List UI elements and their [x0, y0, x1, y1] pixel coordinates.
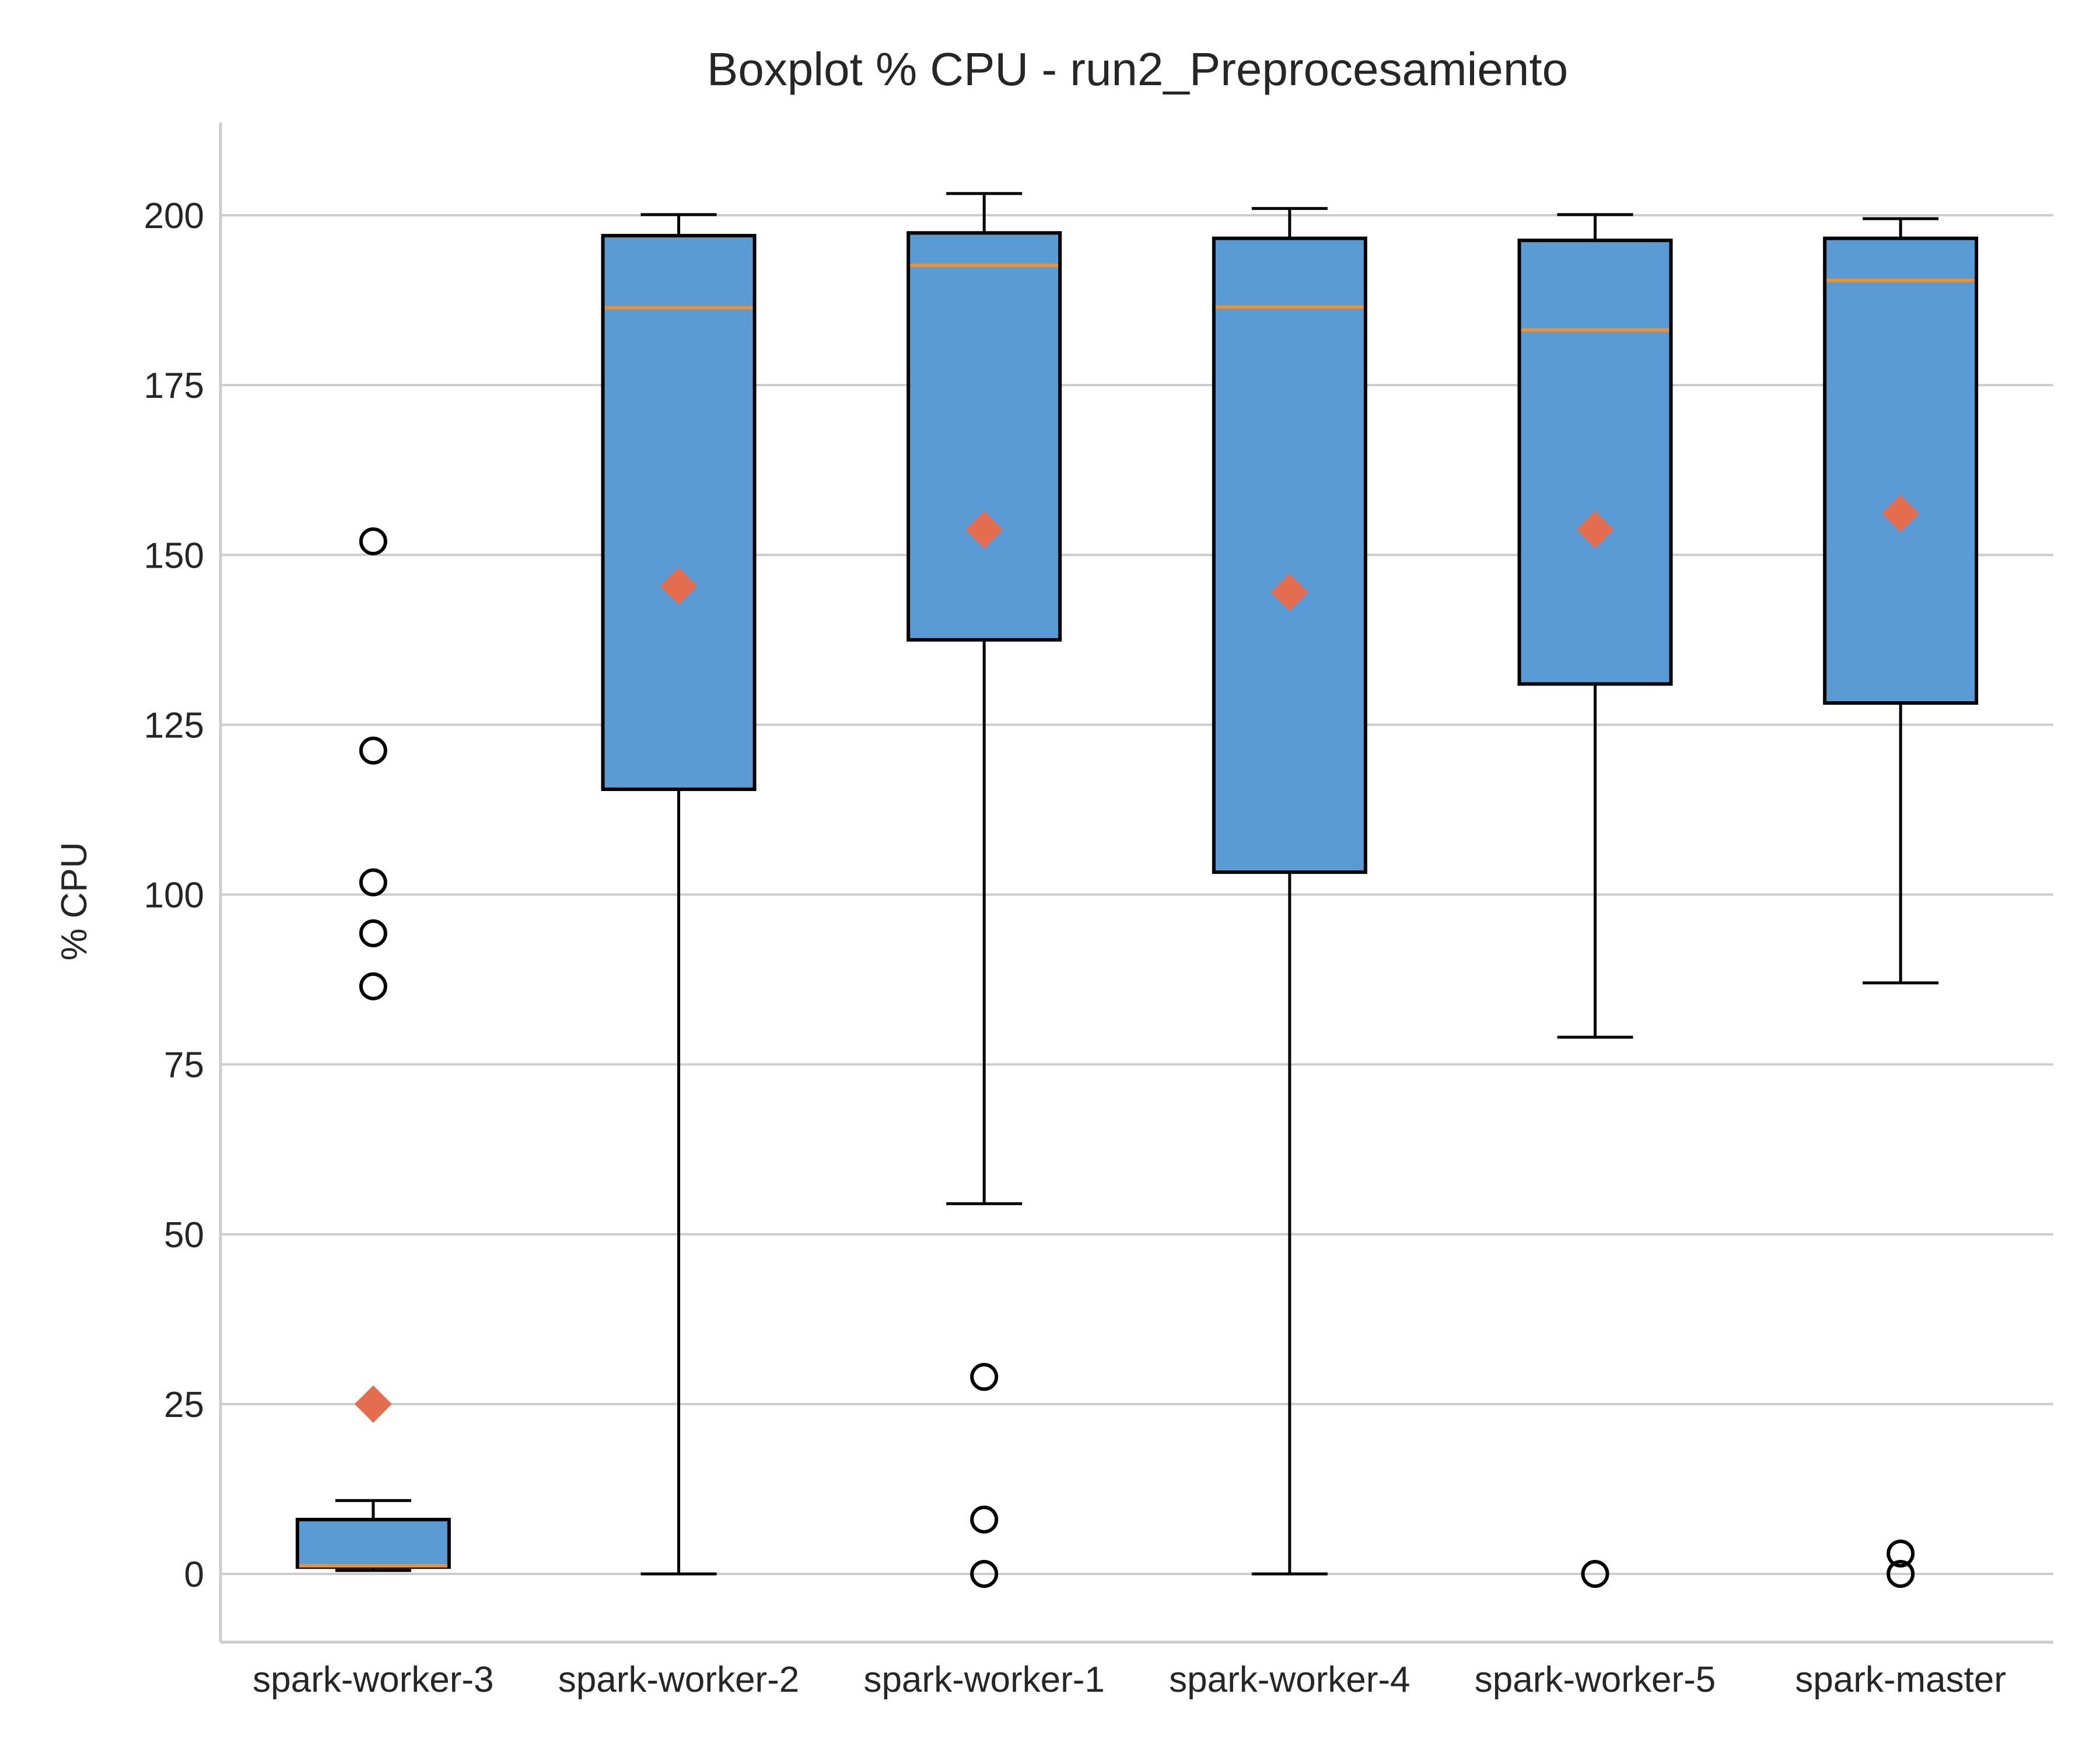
box-group — [1823, 217, 1979, 1588]
box-group — [907, 192, 1062, 1588]
box-iqr — [1823, 236, 1979, 705]
box-iqr — [907, 231, 1062, 642]
mean-marker — [965, 511, 1003, 549]
mean-marker — [354, 1385, 392, 1423]
mean-marker — [1882, 495, 1920, 533]
y-tick-label: 175 — [144, 366, 204, 406]
chart-title: Boxplot % CPU - run2_Preprocesamiento — [707, 43, 1568, 95]
y-tick-label: 0 — [184, 1555, 204, 1595]
y-axis-label: % CPU — [54, 842, 94, 960]
outlier-point — [359, 972, 387, 1000]
outlier-point — [1887, 1560, 1915, 1588]
box-group — [295, 527, 451, 1572]
y-tick-label: 25 — [164, 1385, 204, 1425]
tick-labels: 0 25 50 75 100 125 150 175 200 spark-worker-3 spar… — [144, 196, 2006, 1700]
box-group — [1517, 213, 1673, 1588]
outlier-point — [359, 919, 387, 947]
outlier-point — [359, 868, 387, 897]
boxes — [295, 192, 1979, 1588]
mean-marker — [1270, 573, 1308, 611]
axes — [219, 123, 2053, 1644]
x-tick-label: spark-worker-3 — [253, 1660, 494, 1700]
mean-marker — [660, 567, 698, 605]
outlier-point — [359, 527, 387, 555]
y-tick-label: 75 — [164, 1045, 204, 1086]
outlier-point — [970, 1363, 999, 1391]
box-group — [601, 213, 757, 1576]
y-tick-label: 125 — [144, 705, 204, 746]
box-group — [1212, 207, 1367, 1576]
outlier-point — [970, 1560, 999, 1588]
x-tick-label: spark-worker-1 — [863, 1660, 1104, 1700]
x-tick-label: spark-worker-4 — [1169, 1660, 1410, 1700]
y-tick-label: 100 — [144, 876, 204, 916]
box-iqr — [1517, 239, 1673, 686]
x-tick-label: spark-worker-5 — [1475, 1660, 1716, 1700]
box-iqr — [295, 1517, 451, 1569]
outlier-point — [1887, 1539, 1915, 1568]
box-iqr — [1212, 236, 1367, 874]
mean-marker — [1576, 511, 1614, 549]
y-tick-label: 200 — [144, 196, 204, 236]
box-iqr — [601, 233, 757, 792]
y-tick-label: 50 — [164, 1215, 204, 1255]
outlier-point — [1581, 1560, 1609, 1588]
x-tick-label: spark-worker-2 — [558, 1660, 799, 1700]
grid-lines — [220, 214, 2053, 1575]
outlier-point — [359, 736, 387, 765]
outlier-point — [970, 1505, 999, 1534]
y-tick-label: 150 — [144, 536, 204, 576]
x-tick-label: spark-master — [1795, 1660, 2006, 1700]
